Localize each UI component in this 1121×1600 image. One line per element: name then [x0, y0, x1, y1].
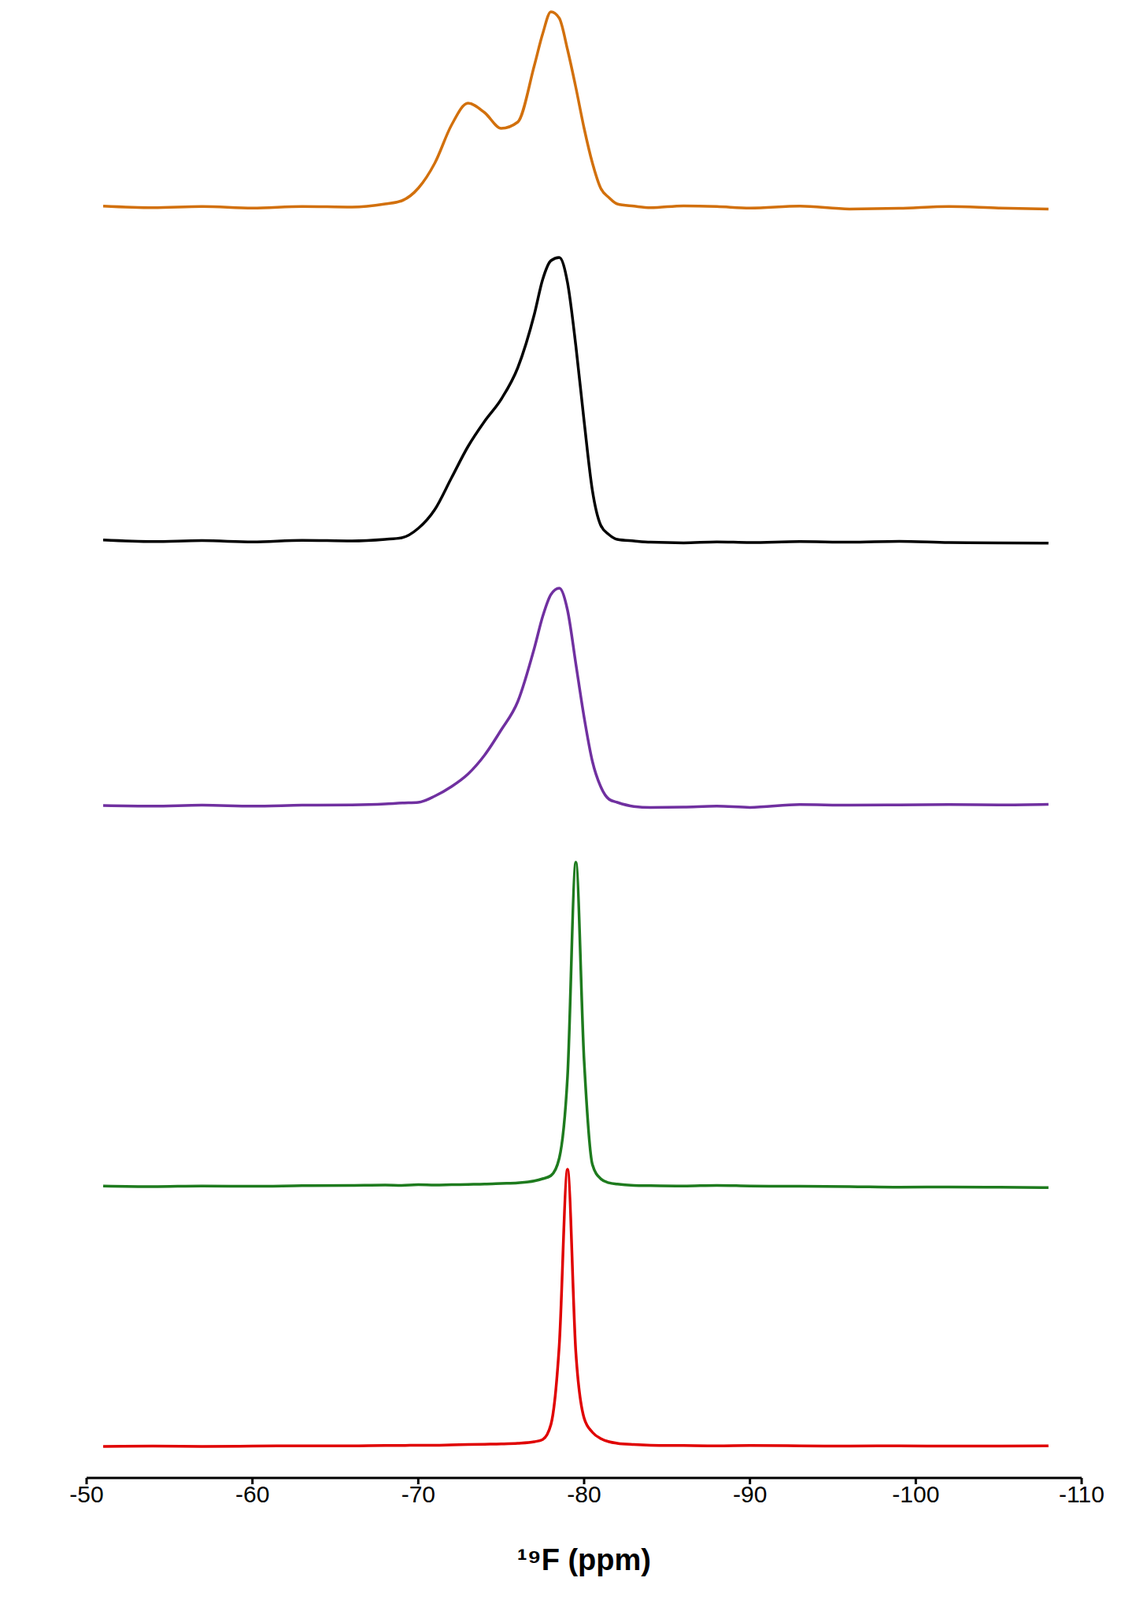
svg-text:-100: -100 [891, 1480, 940, 1507]
svg-text:-110: -110 [1058, 1480, 1105, 1507]
svg-text:-80: -80 [566, 1480, 601, 1507]
svg-text:¹⁹F (ppm): ¹⁹F (ppm) [517, 1542, 652, 1577]
svg-text:-90: -90 [732, 1480, 767, 1507]
svg-text:-50: -50 [69, 1480, 104, 1507]
svg-text:-70: -70 [401, 1480, 436, 1507]
svg-text:-60: -60 [235, 1480, 270, 1507]
